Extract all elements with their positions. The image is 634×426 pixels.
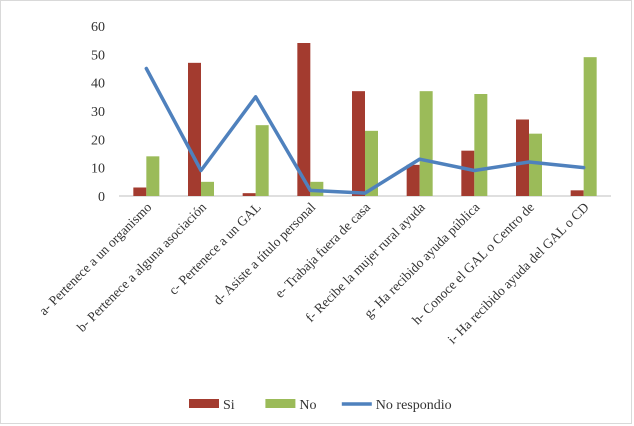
bar-si — [461, 150, 475, 196]
line-series — [144, 66, 586, 195]
bar-no — [365, 130, 378, 196]
legend-label: No — [299, 398, 316, 413]
bar-si — [242, 193, 256, 196]
bar-si — [406, 164, 420, 196]
y-tick-label: 40 — [91, 77, 105, 92]
bars — [133, 43, 597, 197]
y-tick-label: 0 — [98, 190, 105, 205]
legend-swatch — [189, 399, 219, 408]
y-axis: 0 10 20 30 40 50 60 — [91, 20, 105, 205]
y-tick-label: 60 — [91, 20, 105, 35]
bar-si — [297, 43, 311, 196]
bar-no — [201, 181, 214, 196]
category-label: a- Pertenece a un organismo — [36, 199, 155, 318]
bar-no — [146, 156, 160, 196]
y-tick-label: 20 — [91, 133, 105, 148]
legend: Si No No respondio — [189, 398, 452, 413]
category-label: g- Ha recibido ayuda pública — [361, 200, 482, 321]
y-tick-label: 30 — [91, 105, 105, 120]
bar-no — [255, 125, 269, 196]
legend-label: Si — [223, 398, 235, 413]
category-label: d- Asiste a título personal — [210, 199, 318, 307]
bar-si — [352, 91, 365, 196]
bar-no — [583, 57, 597, 196]
y-tick-label: 10 — [91, 162, 105, 177]
legend-swatch — [265, 399, 296, 408]
bar-no — [474, 94, 488, 196]
y-tick-label: 50 — [91, 48, 105, 63]
bar-si — [570, 190, 584, 196]
legend-label: No respondio — [376, 398, 452, 413]
category-label: e- Trabaja fuera de casa — [272, 200, 373, 301]
bar-no — [419, 91, 433, 196]
category-label: c- Pertenece a un GAL — [166, 200, 264, 298]
bar-si — [188, 62, 201, 197]
bar-si — [516, 119, 529, 196]
bar-no — [529, 133, 542, 196]
bar-si — [133, 187, 147, 196]
